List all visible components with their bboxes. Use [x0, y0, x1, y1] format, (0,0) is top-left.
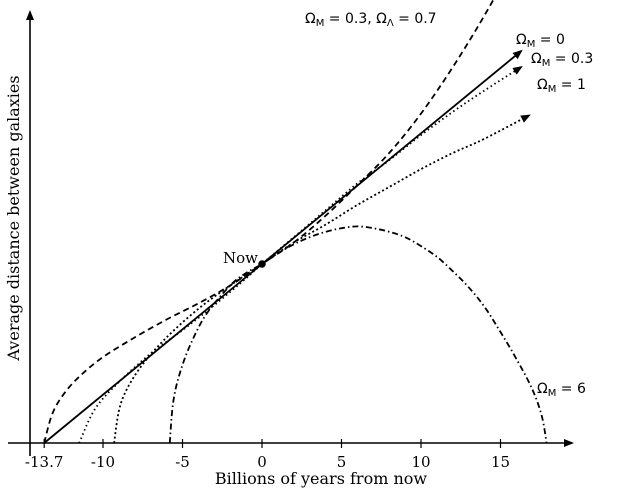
- series-label-lambda: ΩM = 0.3, ΩΛ = 0.7: [305, 11, 437, 29]
- series-label-om6: ΩM = 6: [537, 381, 586, 399]
- now-point: [258, 260, 266, 268]
- label-part: = 0.3, Ω: [324, 11, 387, 27]
- x-tick-label: 0: [257, 453, 267, 471]
- label-part: Ω: [537, 381, 548, 397]
- label-part: Ω: [531, 51, 542, 67]
- label-subscript: M: [542, 58, 551, 69]
- y-axis-title: Average distance between galaxies: [4, 75, 23, 361]
- x-tick-label: 10: [411, 453, 430, 471]
- label-part: = 0: [535, 32, 565, 48]
- x-tick-label: -5: [175, 453, 190, 471]
- axes: -13.7 -10 -5 0 5 10 15 Billions of years from n…: [4, 10, 574, 488]
- label-part: Ω: [305, 11, 316, 27]
- series-label-om1: ΩM = 1: [537, 77, 586, 95]
- x-tick-label: -10: [91, 453, 115, 471]
- series-label-om03: ΩM = 0.3: [531, 51, 593, 69]
- series-line-om6: [168, 225, 548, 444]
- series-line-om03: [78, 66, 523, 444]
- series-line-om1: [113, 114, 531, 444]
- label-subscript: M: [548, 84, 557, 95]
- label-part: = 0.3: [550, 51, 593, 67]
- x-axis-title: Billions of years from now: [215, 469, 427, 488]
- label-subscript: M: [548, 388, 557, 399]
- label-part: = 1: [556, 77, 586, 93]
- series-line-om0: [43, 49, 523, 444]
- label-subscript: Λ: [387, 18, 394, 29]
- label-subscript: M: [316, 18, 325, 29]
- series-line-lambda: [43, 0, 495, 444]
- label-part: = 6: [556, 381, 586, 397]
- label-part: Ω: [516, 32, 527, 48]
- now-label: Now: [223, 249, 258, 267]
- series-label-om0: ΩM = 0: [516, 32, 565, 50]
- label-part: Ω: [537, 77, 548, 93]
- label-subscript: M: [527, 39, 536, 50]
- label-part: = 0.7: [394, 11, 437, 27]
- x-tick-label: -13.7: [25, 453, 63, 471]
- x-tick-label: 5: [337, 453, 347, 471]
- x-tick-label: 15: [491, 453, 510, 471]
- curves: [43, 0, 548, 444]
